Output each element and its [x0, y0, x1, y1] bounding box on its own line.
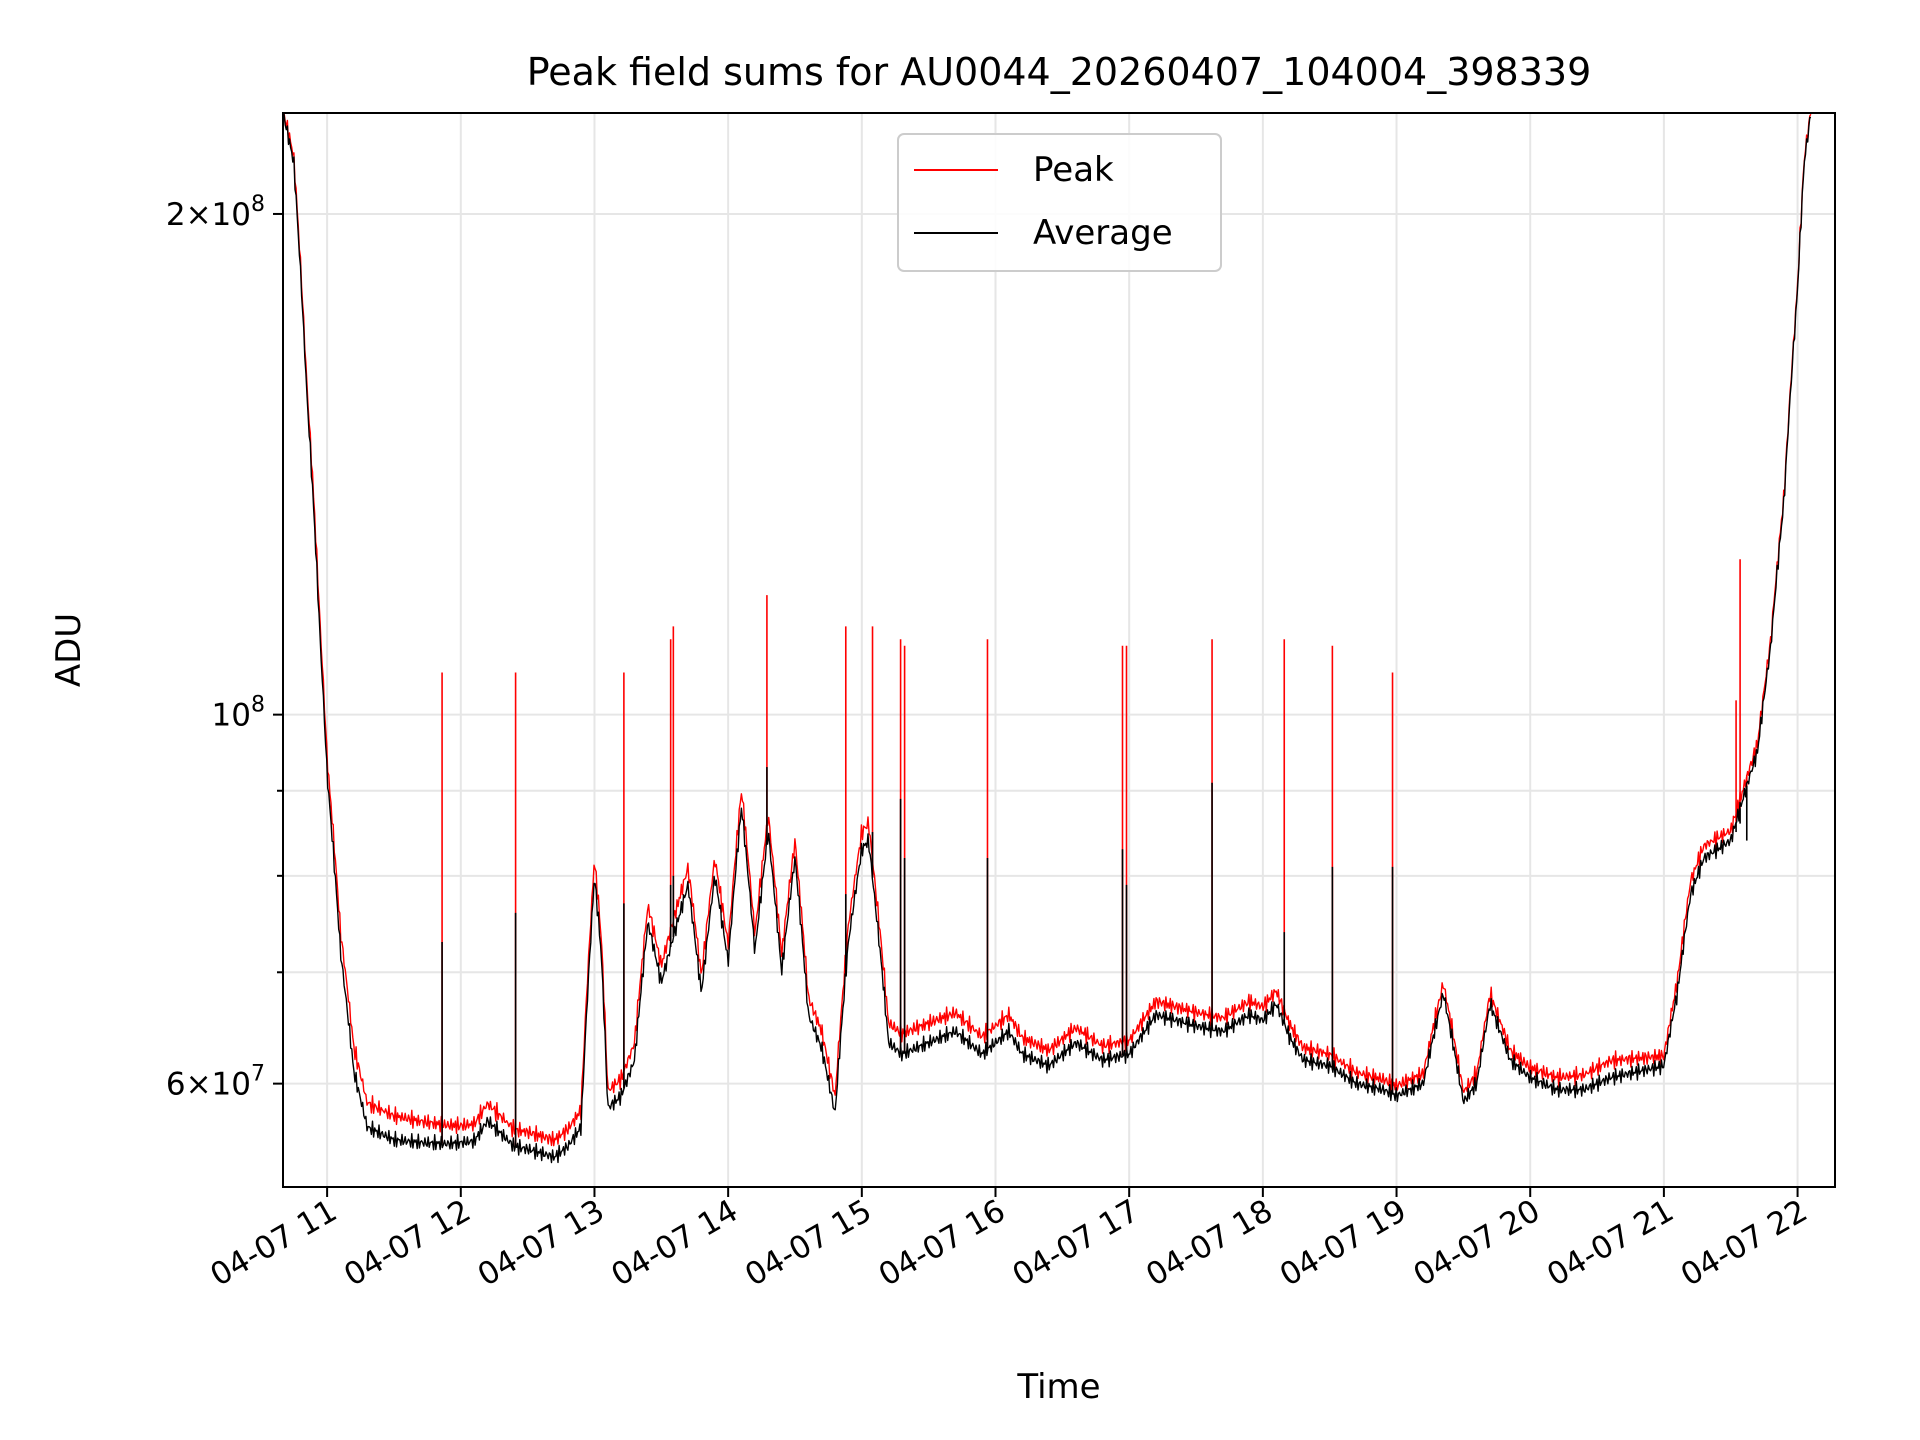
peak-line-group [282, 112, 1812, 1164]
y-tick-label: 2×108 [166, 192, 265, 233]
average-series-line [282, 112, 1812, 1164]
y-tick-exponent: 8 [251, 192, 265, 217]
y-tick-label: 108 [212, 693, 265, 734]
legend-box [897, 133, 1222, 272]
y-tick-base: 10 [212, 698, 251, 734]
y-tick-base: 6×10 [166, 1067, 251, 1103]
y-tick-base: 2×10 [166, 197, 251, 233]
legend-peak-label: Peak [1033, 150, 1114, 190]
legend-average-label: Average [1033, 213, 1173, 253]
peak-series-line [283, 112, 1812, 1147]
chart-title: Peak field sums for AU0044_20260407_1040… [527, 50, 1592, 94]
y-tick-exponent: 8 [251, 693, 265, 718]
y-tick-exponent: 7 [251, 1062, 265, 1087]
x-axis-label: Time [1016, 1367, 1100, 1407]
legend: Peak Average [897, 133, 1222, 272]
y-tick-label: 6×107 [166, 1062, 265, 1103]
plot-area-frame [282, 112, 1836, 1188]
y-axis-label: ADU [49, 613, 89, 687]
